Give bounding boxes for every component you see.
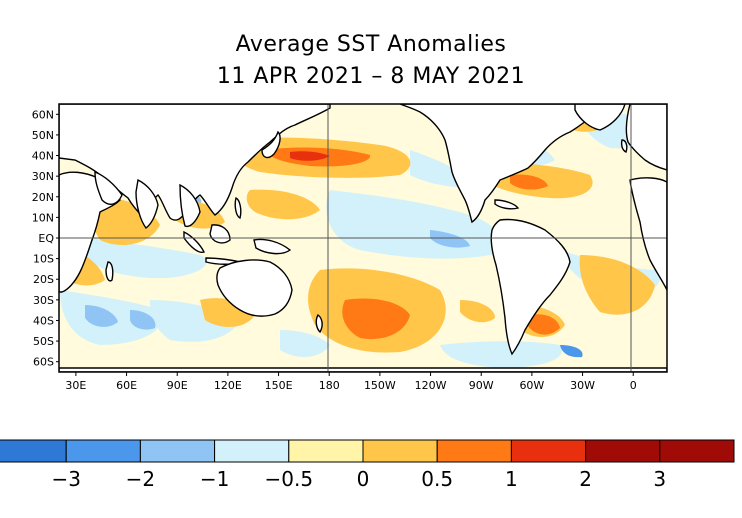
longitude-axis: 30E 60E 90E 120E 150E 180 150W 120W 90W 60W 30W 0 (65, 372, 637, 392)
colorbar-tick-label: 1 (505, 467, 518, 491)
india-landmass (135, 178, 159, 229)
madagascar-landmass (105, 261, 114, 282)
colorbar-tick-label: −1 (200, 467, 229, 491)
longitude-tick-label: 60W (519, 379, 544, 392)
cuba-landmass (494, 199, 520, 210)
latitude-axis: 60N 50N 40N 30N 20N 10N EQ 10S 20S 30S 40S 50S 60S (32, 108, 59, 369)
longitude-tick-label: 30W (570, 379, 595, 392)
land-masses (59, 104, 667, 372)
longitude-tick-label: 150W (364, 379, 396, 392)
longitude-tick-label: 0 (630, 379, 637, 392)
latitude-tick-label: 50S (33, 335, 54, 348)
europe-landmass (625, 104, 667, 171)
latitude-tick-label: 10S (33, 253, 54, 266)
longitude-tick-label: 90W (469, 379, 494, 392)
latitude-tick-label: 20N (32, 191, 54, 204)
latitude-tick-label: 40N (32, 150, 54, 163)
color-scale-legend: −3 −2 −1 −0.5 0 0.5 1 2 3 (0, 439, 735, 491)
colorbar-swatch (659, 439, 735, 463)
south-america-landmass (490, 218, 571, 356)
longitude-tick-label: 120W (415, 379, 447, 392)
british-isles-landmass (620, 139, 628, 153)
sumatra-landmass (183, 230, 205, 253)
latitude-tick-label: 20S (33, 273, 54, 286)
colorbar-tick-label: 2 (579, 467, 592, 491)
colorbar-swatch (436, 439, 512, 463)
colorbar-swatch (214, 439, 290, 463)
colorbar-tick-label: 0 (357, 467, 370, 491)
japan-landmass (261, 130, 281, 159)
colorbar-swatch (139, 439, 216, 463)
latitude-tick-label: 10N (32, 211, 54, 224)
indochina-landmass (179, 183, 201, 228)
colorbar-swatch (288, 439, 364, 463)
greenland-landmass (574, 104, 626, 131)
latitude-tick-label: 50N (32, 129, 54, 142)
colorbar-swatch (585, 439, 661, 463)
colorbar-swatch (0, 439, 67, 463)
strong-warm-patches (110, 129, 560, 340)
north-america-landmass (399, 104, 601, 224)
colorbar-swatch (362, 439, 438, 463)
date-range-subtitle: 11 APR 2021 – 8 MAY 2021 (216, 64, 526, 89)
antarctica-landmass (59, 367, 667, 372)
west-africa-landmass (629, 177, 667, 291)
latitude-tick-label: 60N (32, 108, 54, 121)
longitude-tick-label: 90E (167, 379, 188, 392)
latitude-tick-label: 40S (33, 314, 54, 327)
longitude-tick-label: 30E (65, 379, 86, 392)
colorbar-tick-label: −2 (126, 467, 155, 491)
chart-title: Average SST Anomalies (235, 32, 507, 57)
new-guinea-landmass (253, 238, 292, 255)
sst-anomaly-map: 60N 50N 40N 30N 20N 10N EQ 10S 20S 30S 40S 50S 60S 3… (32, 103, 668, 392)
australia-landmass (216, 259, 293, 317)
new-zealand-landmass (315, 313, 323, 334)
latitude-tick-label: EQ (38, 232, 54, 245)
longitude-tick-label: 180 (319, 379, 340, 392)
longitude-tick-label: 60E (116, 379, 137, 392)
colorbar-swatch (510, 439, 587, 463)
colorbar-tick-label: 3 (653, 467, 666, 491)
colorbar-swatch (65, 439, 141, 463)
philippines-landmass (234, 196, 242, 220)
colorbar-tick-label: −3 (51, 467, 80, 491)
colorbar-tick-label: 0.5 (421, 467, 453, 491)
longitude-tick-label: 150E (265, 379, 293, 392)
latitude-tick-label: 30N (32, 170, 54, 183)
latitude-tick-label: 60S (33, 356, 54, 369)
colorbar-tick-label: −0.5 (265, 467, 314, 491)
arabian-peninsula-landmass (94, 170, 123, 205)
longitude-tick-label: 120E (214, 379, 242, 392)
latitude-tick-label: 30S (33, 294, 54, 307)
